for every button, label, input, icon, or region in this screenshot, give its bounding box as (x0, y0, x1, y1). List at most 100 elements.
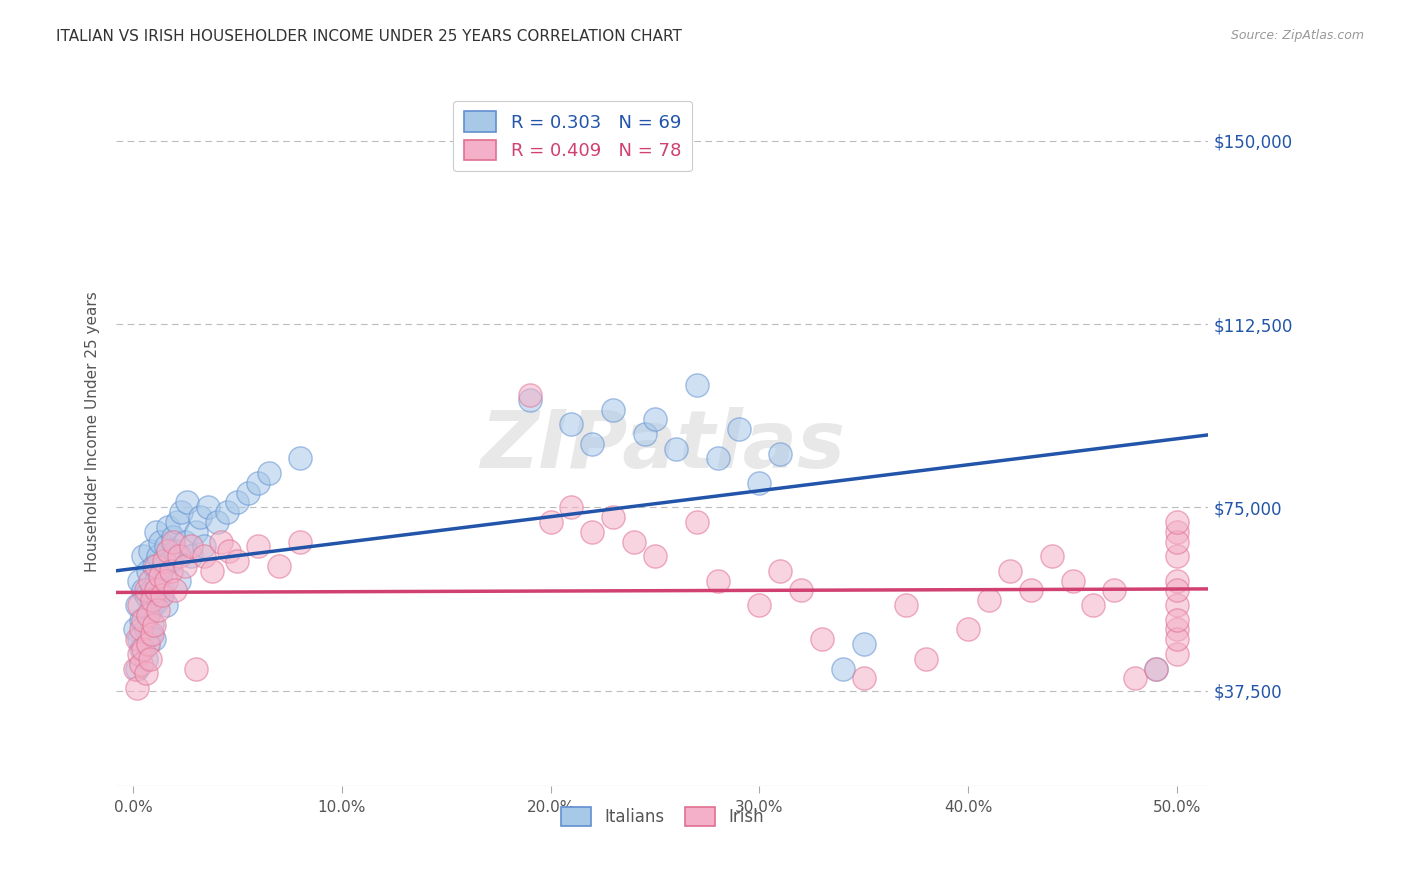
Point (1166, 524, 1188, 539)
Point (1166, 515, 1188, 529)
Point (644, 549, 666, 564)
Point (155, 598, 177, 612)
Point (288, 534, 311, 549)
Point (150, 588, 173, 602)
Point (167, 574, 190, 588)
Point (124, 623, 146, 637)
Point (623, 534, 645, 549)
Point (145, 524, 167, 539)
Point (134, 583, 156, 598)
Point (155, 540, 177, 554)
Point (247, 475, 270, 490)
Point (205, 515, 228, 529)
Point (124, 661, 146, 675)
Point (832, 661, 855, 675)
Point (894, 598, 917, 612)
Point (163, 583, 186, 598)
Point (127, 661, 149, 675)
Point (159, 564, 181, 578)
Point (1166, 647, 1188, 661)
Point (138, 627, 160, 641)
Point (1166, 598, 1188, 612)
Point (153, 554, 176, 568)
Point (201, 564, 224, 578)
Point (127, 681, 149, 695)
Point (132, 549, 155, 564)
Point (131, 613, 153, 627)
Point (128, 647, 150, 661)
Point (193, 540, 215, 554)
Point (665, 442, 688, 456)
Point (1123, 671, 1146, 685)
Point (128, 598, 150, 612)
Point (163, 544, 186, 558)
Point (581, 524, 603, 539)
Point (1166, 632, 1188, 647)
Point (180, 540, 202, 554)
Point (138, 574, 160, 588)
Point (166, 515, 188, 529)
Point (269, 558, 291, 573)
Point (1166, 549, 1188, 564)
Point (132, 613, 155, 627)
Point (633, 427, 655, 442)
Point (128, 574, 150, 588)
Point (134, 588, 156, 602)
Point (560, 417, 582, 432)
Point (153, 558, 176, 573)
Point (257, 466, 280, 480)
Point (138, 652, 160, 666)
Point (748, 598, 770, 612)
Point (159, 554, 181, 568)
Point (180, 549, 202, 564)
Text: ITALIAN VS IRISH HOUSEHOLDER INCOME UNDER 25 YEARS CORRELATION CHART: ITALIAN VS IRISH HOUSEHOLDER INCOME UNDE… (56, 29, 682, 44)
Point (174, 558, 197, 573)
Point (141, 617, 163, 632)
Point (155, 574, 177, 588)
Point (197, 500, 219, 515)
Point (686, 515, 709, 529)
Point (131, 642, 153, 657)
Point (142, 558, 165, 573)
Point (167, 549, 190, 564)
Point (170, 505, 193, 519)
Point (1166, 534, 1188, 549)
Point (1062, 574, 1084, 588)
Point (852, 671, 875, 685)
Point (193, 549, 215, 564)
Point (236, 485, 259, 500)
Point (146, 549, 169, 564)
Point (127, 598, 149, 612)
Point (998, 564, 1021, 578)
Point (132, 583, 155, 598)
Point (150, 583, 173, 598)
Point (977, 593, 1000, 607)
Point (209, 534, 232, 549)
Point (602, 402, 624, 417)
Point (127, 632, 149, 647)
Point (145, 583, 167, 598)
Point (141, 627, 163, 641)
Point (769, 447, 792, 461)
Point (706, 574, 728, 588)
Point (288, 451, 311, 466)
Point (157, 520, 180, 534)
Point (915, 652, 938, 666)
Point (146, 593, 169, 607)
Point (581, 437, 603, 451)
Point (184, 524, 207, 539)
Text: ZIPatlas: ZIPatlas (479, 407, 845, 484)
Y-axis label: Householder Income Under 25 years: Householder Income Under 25 years (86, 292, 100, 572)
Point (1144, 661, 1167, 675)
Point (128, 632, 150, 647)
Point (1144, 661, 1167, 675)
Point (138, 544, 160, 558)
Point (852, 637, 875, 651)
Point (162, 534, 184, 549)
Point (146, 603, 169, 617)
Point (145, 558, 167, 573)
Point (176, 495, 198, 509)
Point (142, 632, 165, 647)
Point (1104, 583, 1126, 598)
Point (136, 637, 159, 651)
